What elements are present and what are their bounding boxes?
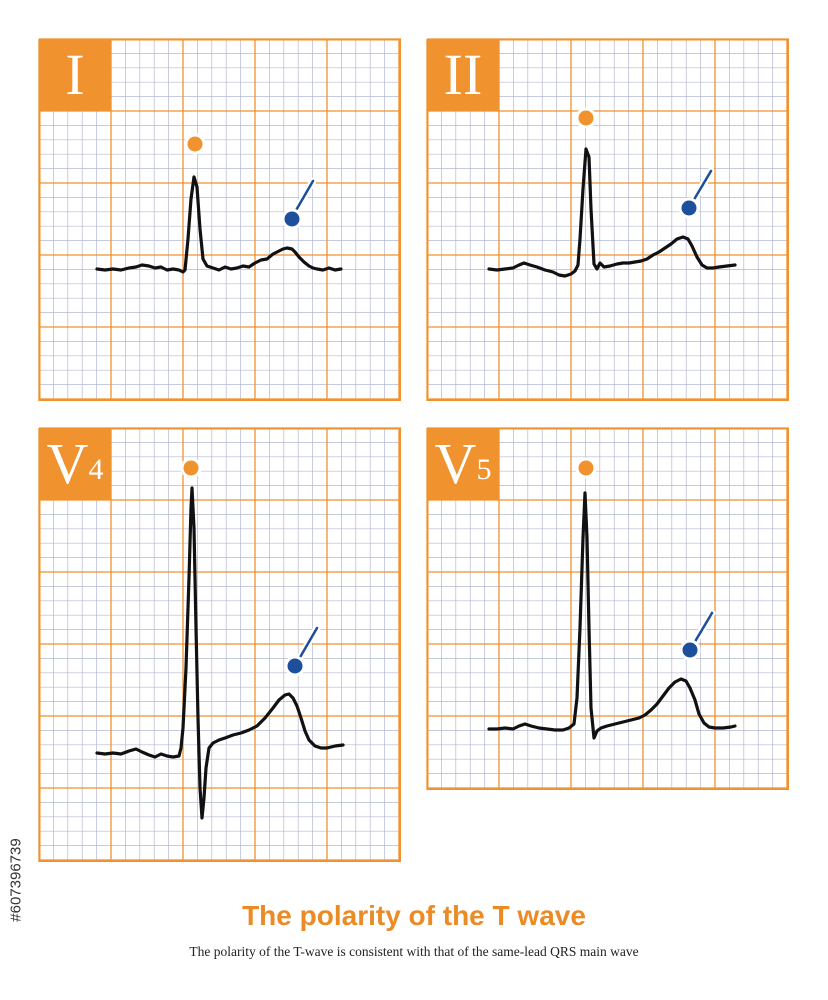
- figure-subtitle: The polarity of the T-wave is consistent…: [189, 944, 639, 959]
- ecg-trace: [487, 147, 737, 278]
- grid-border: [427, 428, 789, 790]
- ecg-panel-V5-svg: [426, 427, 789, 790]
- t-wave-marker-blue-pin: [281, 177, 317, 230]
- grid-border: [39, 428, 401, 862]
- lead-label-I: I: [39, 39, 111, 111]
- lead-label-II: II: [427, 39, 499, 111]
- ecg-panel-I-svg: [38, 38, 401, 401]
- t-wave-marker-blue-pin: [284, 624, 321, 677]
- ecg-grid: [38, 38, 401, 401]
- ecg-trace: [95, 175, 343, 274]
- t-wave-marker-blue-pin: [678, 167, 715, 219]
- figure-title: The polarity of the T wave: [242, 900, 586, 931]
- grid-border: [427, 39, 789, 401]
- lead-label-sub: 5: [476, 453, 492, 486]
- lead-label-main: V: [434, 431, 477, 496]
- lead-label-main: V: [46, 431, 89, 496]
- stock-id-watermark: #607396739: [4, 760, 28, 1000]
- ecg-trace: [95, 486, 345, 820]
- t-wave-marker-blue-pin: [679, 609, 716, 661]
- qrs-marker-orange-dot: [575, 107, 597, 129]
- ecg-trace: [487, 491, 737, 740]
- lead-label-main: II: [443, 42, 483, 107]
- qrs-marker-orange-dot: [575, 457, 597, 479]
- ecg-panel-lead-I: I: [38, 38, 401, 401]
- ecg-grid: [426, 427, 789, 790]
- lead-label-sub: 4: [88, 453, 104, 486]
- qrs-marker-orange-dot: [180, 457, 202, 479]
- qrs-marker-orange-dot: [184, 133, 206, 155]
- stock-id-text: #607396739: [7, 838, 25, 922]
- lead-label-main: I: [65, 42, 85, 107]
- grid-border: [39, 39, 401, 401]
- ecg-panel-lead-II: II: [426, 38, 789, 401]
